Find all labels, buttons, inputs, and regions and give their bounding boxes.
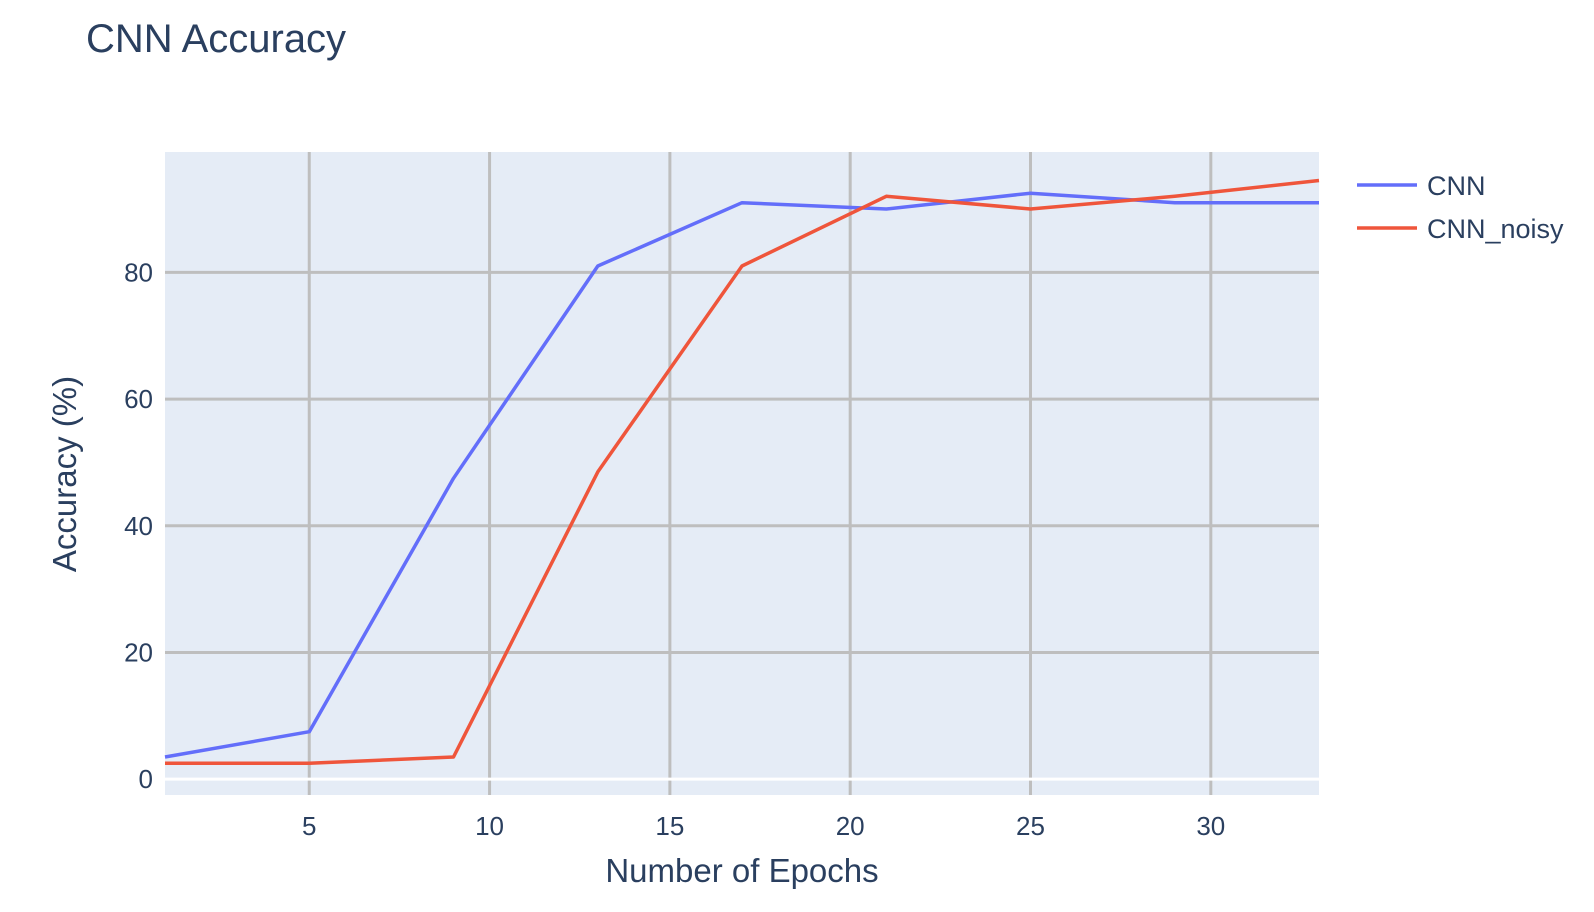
- x-tick-label: 10: [475, 811, 504, 841]
- legend-label: CNN_noisy: [1427, 214, 1564, 244]
- y-tick-label: 20: [124, 637, 153, 667]
- y-tick-label: 60: [124, 384, 153, 414]
- plot-background: [165, 152, 1319, 795]
- x-tick-label: 25: [1016, 811, 1045, 841]
- x-tick-label: 15: [655, 811, 684, 841]
- legend[interactable]: CNN CNN_noisy: [1357, 171, 1564, 244]
- chart-title: CNN Accuracy: [86, 17, 346, 61]
- tick-labels: 5 10 15 20 25 30 0 20 40 60 80: [124, 257, 1225, 841]
- x-tick-label: 30: [1196, 811, 1225, 841]
- y-axis-title: Accuracy (%): [46, 376, 83, 572]
- y-tick-label: 80: [124, 257, 153, 287]
- y-tick-label: 40: [124, 511, 153, 541]
- legend-item-cnn[interactable]: CNN: [1357, 171, 1486, 201]
- series-line-cnn-noisy: [165, 178, 1320, 766]
- x-tick-label: 20: [836, 811, 865, 841]
- grid-lines: [165, 152, 1319, 795]
- legend-item-cnn-noisy[interactable]: CNN_noisy: [1357, 214, 1564, 244]
- x-tick-label: 5: [302, 811, 316, 841]
- x-axis-title: Number of Epochs: [605, 852, 878, 889]
- series-lines: [164, 178, 1320, 766]
- y-tick-label: 0: [139, 764, 153, 794]
- legend-label: CNN: [1427, 171, 1486, 201]
